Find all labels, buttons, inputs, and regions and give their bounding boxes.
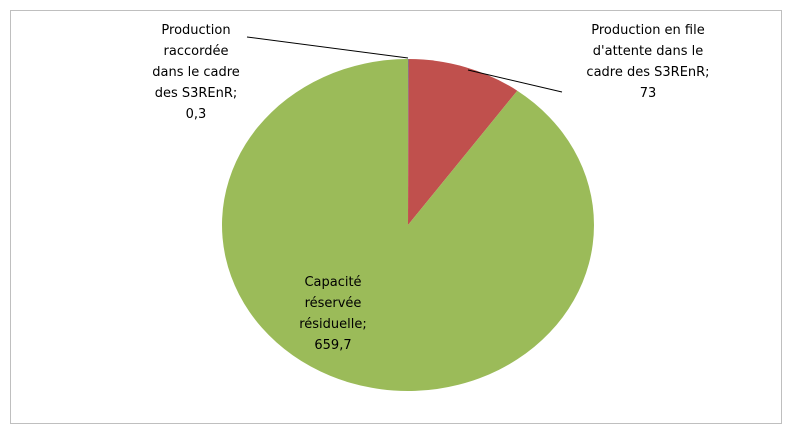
leader-line <box>246 36 409 59</box>
pie-slice <box>408 59 518 225</box>
data-label: Production en file d'attente dans le cad… <box>586 23 710 101</box>
slices <box>222 59 594 391</box>
data-label: Production raccordée dans le cadre des S… <box>152 23 240 122</box>
pie-slice <box>222 59 594 391</box>
leader-line <box>467 69 563 93</box>
data-label: Capacité réservée résiduelle; 659,7 <box>299 275 367 353</box>
